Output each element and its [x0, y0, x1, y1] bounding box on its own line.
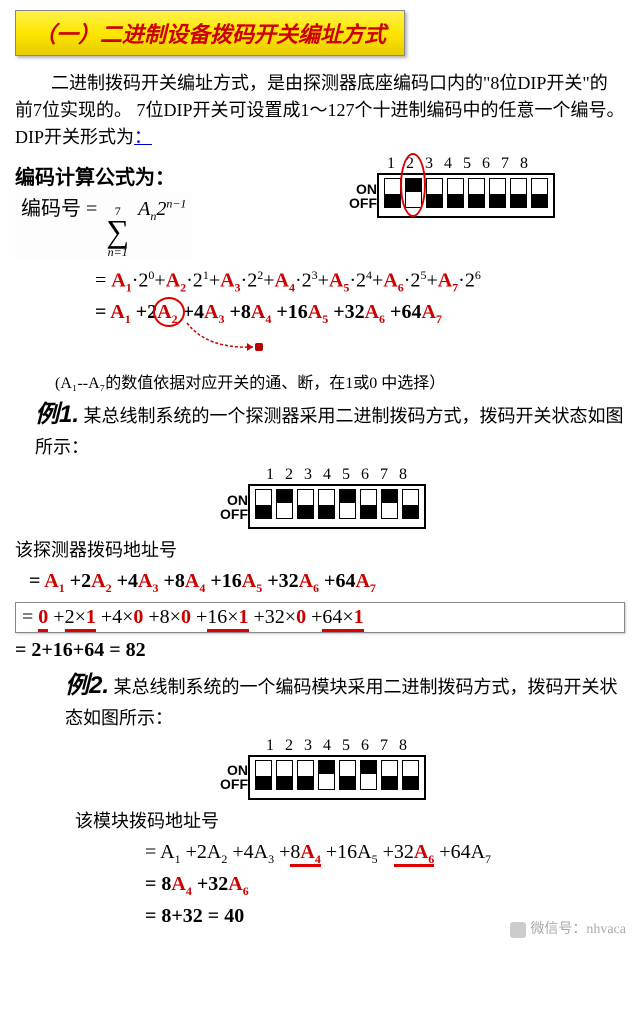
example1-addr-label: 该探测器拨码地址号 [15, 537, 625, 564]
sigma-A: A [138, 198, 150, 220]
example2-text: 某总线制系统的一个编码模块采用二进制拨码方式，拨码开关状态如图所示： [65, 677, 618, 728]
dip-switch-5[interactable] [468, 178, 485, 208]
dip-on-off-label: ONOFF [214, 763, 248, 791]
dip-switch-3[interactable] [297, 760, 314, 790]
watermark: 微信号：nhvaca [510, 918, 626, 938]
dip-on-off-label: ONOFF [214, 493, 248, 521]
formula-dip-row: 编码计算公式为： 编码号 = 7 ∑ n=1 An2n−1 12345678ON… [15, 155, 625, 262]
dip-switch-1[interactable] [384, 178, 401, 208]
encode-label: 编码号 = [21, 198, 97, 220]
dip-switch-3[interactable] [426, 178, 443, 208]
dip-switch-3[interactable] [297, 489, 314, 519]
dip-switch-6[interactable] [360, 760, 377, 790]
dip-switch-7[interactable] [510, 178, 527, 208]
highlight-circle [400, 153, 426, 217]
dip-switch-1[interactable] [255, 760, 272, 790]
sigma-bottom: n=1 [108, 245, 128, 260]
dip-switch-2[interactable] [276, 760, 293, 790]
example1-dip-wrap: 12345678ONOFF [15, 466, 625, 529]
example2-label: 例2. [65, 672, 109, 699]
dip-switch-6[interactable] [360, 489, 377, 519]
section-title-bar: （一）二进制设备拨码开关编址方式 [15, 10, 405, 56]
section-title: （一）二进制设备拨码开关编址方式 [34, 22, 386, 47]
sigma-base: 2 [156, 198, 166, 220]
formula-heading: 编码计算公式为： [15, 161, 335, 190]
intro-paragraph: 二进制拨码开关编址方式，是由探测器底座编码口内的"8位DIP开关"的前7位实现的… [15, 70, 625, 151]
page: （一）二进制设备拨码开关编址方式 二进制拨码开关编址方式，是由探测器底座编码口内… [0, 0, 640, 944]
example1-line1: = A1 +2A2 +4A3 +8A4 +16A5 +32A6 +64A7 [29, 570, 625, 596]
dip-switch-7[interactable] [381, 760, 398, 790]
example1-label: 例1. [35, 401, 79, 428]
example2-dip-wrap: 12345678ONOFF [15, 737, 625, 800]
dip-switch-6[interactable] [489, 178, 506, 208]
dip-switch-8[interactable] [402, 760, 419, 790]
dip-numbers: 12345678 [250, 466, 426, 484]
formula-expanded-powers: = A1·20+A2·21+A3·22+A4·23+A5·24+A6·25+A7… [95, 268, 625, 296]
sigma-icon: 7 ∑ n=1 [106, 204, 129, 260]
dip-switch-4[interactable] [447, 178, 464, 208]
dip-switch-2: 12345678ONOFF [214, 737, 426, 800]
example1-line3: = 2+16+64 = 82 [15, 639, 625, 662]
example2-para: 例2. 某总线制系统的一个编码模块采用二进制拨码方式，拨码开关状态如图所示： [65, 668, 625, 733]
dip-switch-5[interactable] [339, 489, 356, 519]
example1-line2: = 0 +2×1 +4×0 +8×0 +16×1 +32×0 +64×1 [15, 602, 625, 633]
example2-line2: = 8A4 +32A6 [145, 873, 625, 899]
dip-switch-1: 12345678ONOFF [214, 466, 426, 529]
wechat-icon [510, 922, 526, 938]
dip-box [248, 484, 426, 529]
dip-switch-header: 12345678ONOFF [343, 155, 555, 218]
example2-line1: = A1 +2A2 +4A3 +8A4 +16A5 +32A6 +64A7 [145, 841, 625, 867]
formula-expanded-coeffs-wrap: = A1 +2A2 +4A3 +8A4 +16A5 +32A6 +64A7 [15, 301, 625, 327]
dip-switch-8[interactable] [531, 178, 548, 208]
dip-switch-7[interactable] [381, 489, 398, 519]
formula-sigma: 编码号 = 7 ∑ n=1 An2n−1 [15, 192, 192, 260]
dip-on-off-label: ONOFF [343, 182, 377, 210]
dip-switch-4[interactable] [318, 489, 335, 519]
dip-switch-8[interactable] [402, 489, 419, 519]
watermark-text: 微信号：nhvaca [530, 922, 626, 937]
spacer [15, 333, 625, 359]
formula-left: 编码计算公式为： 编码号 = 7 ∑ n=1 An2n−1 [15, 155, 335, 262]
link-colon[interactable]: ： [134, 127, 152, 147]
dip-box [248, 755, 426, 800]
example1-para: 例1. 某总线制系统的一个探测器采用二进制拨码方式，拨码开关状态如图所示： [35, 397, 625, 462]
sigma-body: An2n−1 [138, 198, 186, 220]
dip-switch-0: 12345678ONOFF [343, 155, 555, 218]
dip-switch-4[interactable] [318, 760, 335, 790]
dip-switch-1[interactable] [255, 489, 272, 519]
dip-row: ONOFF [214, 484, 426, 529]
note-text: (A₁--A₇的数值依据对应开关的通、断，在1或0 中选择） [55, 369, 625, 393]
formula-expanded-coeffs: = A1 +2A2 +4A3 +8A4 +16A5 +32A6 +64A7 [95, 301, 625, 327]
example2-addr-label: 该模块拨码地址号 [75, 808, 625, 835]
sigma-exp: n−1 [166, 196, 186, 210]
dip-switch-2[interactable] [276, 489, 293, 519]
sigma-symbol: ∑ [106, 219, 129, 245]
dip-row: ONOFF [214, 755, 426, 800]
dip-numbers: 12345678 [250, 737, 426, 755]
example1-text: 某总线制系统的一个探测器采用二进制拨码方式，拨码开关状态如图所示： [35, 406, 624, 457]
dip-row: ONOFF [343, 173, 555, 218]
intro-text: 二进制拨码开关编址方式，是由探测器底座编码口内的"8位DIP开关"的前7位实现的… [15, 73, 625, 147]
dip-switch-5[interactable] [339, 760, 356, 790]
